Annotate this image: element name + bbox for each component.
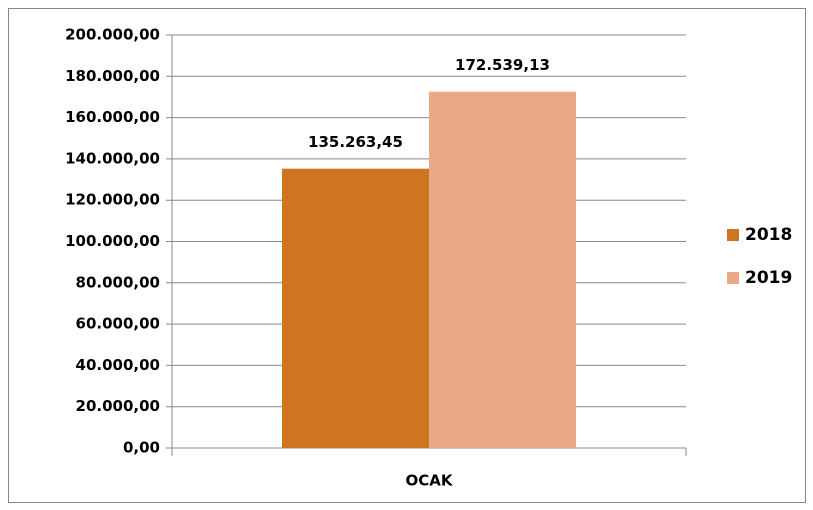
bar xyxy=(281,168,429,448)
legend-swatch xyxy=(727,272,739,284)
bar xyxy=(429,91,577,448)
y-tick-label: 60.000,00 xyxy=(76,315,160,333)
legend-label: 2019 xyxy=(745,268,792,288)
y-tick-label: 180.000,00 xyxy=(65,67,160,85)
value-label: 172.539,13 xyxy=(455,56,550,74)
y-tick-label: 120.000,00 xyxy=(65,191,160,209)
legend-swatch xyxy=(727,229,739,241)
y-tick-label: 40.000,00 xyxy=(76,356,160,374)
x-tick-label: OCAK xyxy=(406,472,454,490)
y-tick-label: 0,00 xyxy=(123,439,160,457)
y-tick-label: 160.000,00 xyxy=(65,108,160,126)
value-label: 135.263,45 xyxy=(308,133,403,151)
y-tick-label: 80.000,00 xyxy=(76,273,160,291)
legend-label: 2018 xyxy=(745,225,792,245)
y-tick-label: 140.000,00 xyxy=(65,149,160,167)
y-tick-label: 20.000,00 xyxy=(76,397,160,415)
y-tick-label: 100.000,00 xyxy=(65,232,160,250)
y-tick-label: 200.000,00 xyxy=(65,26,160,44)
